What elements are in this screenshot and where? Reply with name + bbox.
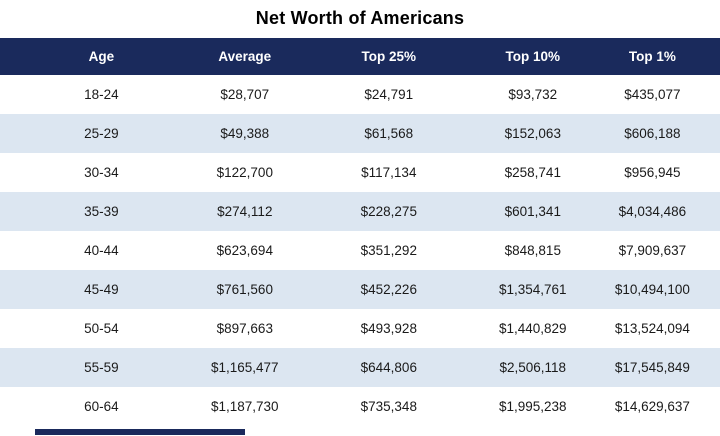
value-cell: $14,629,637 bbox=[614, 399, 690, 414]
value-cell: $13,524,094 bbox=[614, 321, 690, 336]
column-header-average: Average bbox=[172, 38, 317, 75]
value-cell: $897,663 bbox=[216, 321, 273, 336]
value-cell: $606,188 bbox=[624, 126, 681, 141]
value-cell: $1,165,477 bbox=[211, 360, 279, 375]
age-cell: 30-34 bbox=[84, 165, 119, 180]
value-cell: $4,034,486 bbox=[618, 204, 687, 219]
value-cell: $10,494,100 bbox=[614, 282, 690, 297]
value-cell: $1,354,761 bbox=[499, 282, 567, 297]
value-cell: $956,945 bbox=[624, 165, 681, 180]
value-cell: $228,275 bbox=[360, 204, 417, 219]
value-cell: $601,341 bbox=[504, 204, 561, 219]
table-row: 45-49 $761,560 $452,226 $1,354,761 $10,494,1… bbox=[0, 270, 720, 309]
value-cell: $761,560 bbox=[216, 282, 273, 297]
age-cell: 35-39 bbox=[84, 204, 119, 219]
value-cell: $17,545,849 bbox=[614, 360, 690, 375]
value-cell: $117,134 bbox=[361, 165, 417, 180]
value-cell: $435,077 bbox=[624, 87, 681, 102]
table-row: 25-29 $49,388 $61,568 $152,063 $606,188 bbox=[0, 114, 720, 153]
column-header-top-1-: Top 1% bbox=[604, 38, 720, 75]
value-cell: $452,226 bbox=[360, 282, 417, 297]
age-cell: 60-64 bbox=[84, 399, 119, 414]
age-cell: 50-54 bbox=[84, 321, 119, 336]
table-row: 40-44 $623,694 $351,292 $848,815 $7,909,637 bbox=[0, 231, 720, 270]
value-cell: $623,694 bbox=[216, 243, 273, 258]
table-body: 18-24 $28,707 $24,791 $93,732 $435,077 25-29 $… bbox=[0, 75, 720, 426]
value-cell: $1,187,730 bbox=[211, 399, 279, 414]
table-row: 55-59 $1,165,477 $644,806 $2,506,118 $17,545… bbox=[0, 348, 720, 387]
age-cell: 55-59 bbox=[84, 360, 119, 375]
column-header-age: Age bbox=[0, 38, 173, 75]
value-cell: $61,568 bbox=[364, 126, 414, 141]
value-cell: $1,440,829 bbox=[499, 321, 567, 336]
value-cell: $351,292 bbox=[360, 243, 417, 258]
value-cell: $1,995,238 bbox=[499, 399, 567, 414]
table-header: Age Average Top 25% Top 10% Top 1% bbox=[0, 38, 720, 75]
value-cell: $24,791 bbox=[364, 87, 414, 102]
value-cell: $735,348 bbox=[360, 399, 417, 414]
age-cell: 25-29 bbox=[84, 126, 119, 141]
net-worth-table: Age Average Top 25% Top 10% Top 1% 18-24 $28,… bbox=[0, 38, 720, 426]
table-row: 60-64 $1,187,730 $735,348 $1,995,238 $14,629… bbox=[0, 387, 720, 426]
table-header-row: Age Average Top 25% Top 10% Top 1% bbox=[0, 38, 720, 75]
column-header-top-10-: Top 10% bbox=[460, 38, 605, 75]
value-cell: $7,909,637 bbox=[618, 243, 687, 258]
value-cell: $152,063 bbox=[504, 126, 561, 141]
table-row: 30-34 $122,700 $117,134 $258,741 $956,945 bbox=[0, 153, 720, 192]
table-row: 50-54 $897,663 $493,928 $1,440,829 $13,524,0… bbox=[0, 309, 720, 348]
value-cell: $93,732 bbox=[508, 87, 558, 102]
age-cell: 18-24 bbox=[84, 87, 119, 102]
age-cell: 45-49 bbox=[84, 282, 119, 297]
cropped-bottom-bar bbox=[35, 429, 245, 435]
value-cell: $644,806 bbox=[360, 360, 417, 375]
value-cell: $49,388 bbox=[220, 126, 270, 141]
value-cell: $2,506,118 bbox=[499, 360, 567, 375]
value-cell: $274,112 bbox=[217, 204, 273, 219]
age-cell: 40-44 bbox=[84, 243, 119, 258]
table-row: 35-39 $274,112 $228,275 $601,341 $4,034,486 bbox=[0, 192, 720, 231]
column-header-top-25-: Top 25% bbox=[316, 38, 461, 75]
table-row: 18-24 $28,707 $24,791 $93,732 $435,077 bbox=[0, 75, 720, 114]
value-cell: $848,815 bbox=[504, 243, 561, 258]
value-cell: $28,707 bbox=[220, 87, 270, 102]
value-cell: $122,700 bbox=[216, 165, 273, 180]
page-title: Net Worth of Americans bbox=[255, 8, 465, 28]
value-cell: $258,741 bbox=[504, 165, 561, 180]
value-cell: $493,928 bbox=[360, 321, 417, 336]
